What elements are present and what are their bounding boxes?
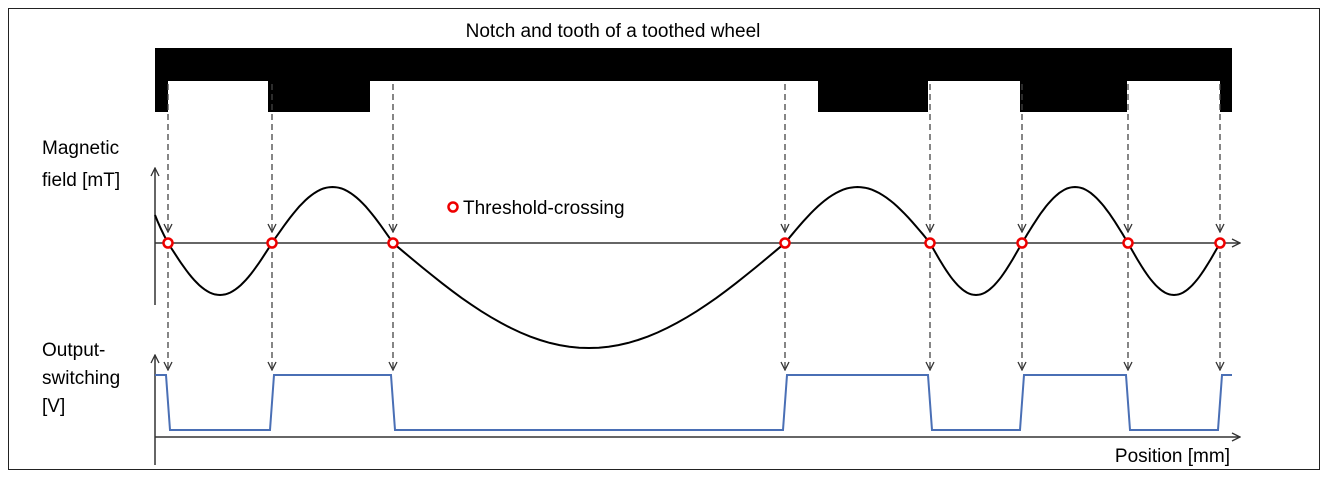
magnetic-label: Magnetic: [42, 138, 119, 159]
magnetic-label: field [mT]: [42, 170, 120, 191]
threshold-crossing: [924, 237, 936, 249]
tooth: [268, 80, 370, 112]
axes: [155, 168, 1240, 465]
toothed-wheel: [155, 48, 1232, 112]
threshold-crossing: [779, 237, 791, 249]
output-label: Output-: [42, 340, 105, 361]
tooth: [818, 80, 928, 112]
threshold-crossing: [1122, 237, 1134, 249]
threshold-crossing: [1214, 237, 1226, 249]
threshold-crossing: [266, 237, 278, 249]
title: Notch and tooth of a toothed wheel: [466, 21, 761, 42]
tooth: [1020, 80, 1127, 112]
threshold-crossing: [1016, 237, 1028, 249]
threshold-crossing: [162, 237, 174, 249]
legend-marker: [447, 201, 459, 213]
threshold-crossing: [387, 237, 399, 249]
frame: [8, 8, 1320, 470]
tooth: [155, 80, 168, 112]
magnetic-curve: [154, 185, 1221, 350]
legend-label: Threshold-crossing: [463, 198, 625, 219]
output-signal: [155, 374, 1232, 431]
x-axis-label: Position [mm]: [1115, 446, 1230, 467]
tooth: [1220, 80, 1232, 112]
output-label: switching: [42, 368, 120, 389]
output-label: [V]: [42, 396, 65, 417]
